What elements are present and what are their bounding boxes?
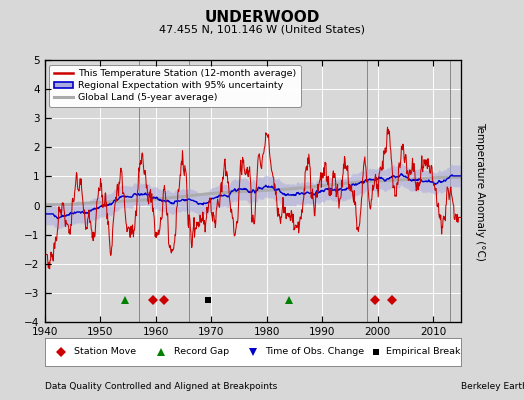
Text: 47.455 N, 101.146 W (United States): 47.455 N, 101.146 W (United States) xyxy=(159,24,365,34)
Text: Berkeley Earth: Berkeley Earth xyxy=(461,382,524,391)
Text: Empirical Break: Empirical Break xyxy=(386,348,461,356)
Text: UNDERWOOD: UNDERWOOD xyxy=(204,10,320,25)
Text: Record Gap: Record Gap xyxy=(173,348,229,356)
Text: Data Quality Controlled and Aligned at Breakpoints: Data Quality Controlled and Aligned at B… xyxy=(45,382,277,391)
Text: Time of Obs. Change: Time of Obs. Change xyxy=(265,348,365,356)
Y-axis label: Temperature Anomaly (°C): Temperature Anomaly (°C) xyxy=(475,122,485,260)
Legend: This Temperature Station (12-month average), Regional Expectation with 95% uncer: This Temperature Station (12-month avera… xyxy=(49,65,301,107)
Text: Station Move: Station Move xyxy=(74,348,136,356)
